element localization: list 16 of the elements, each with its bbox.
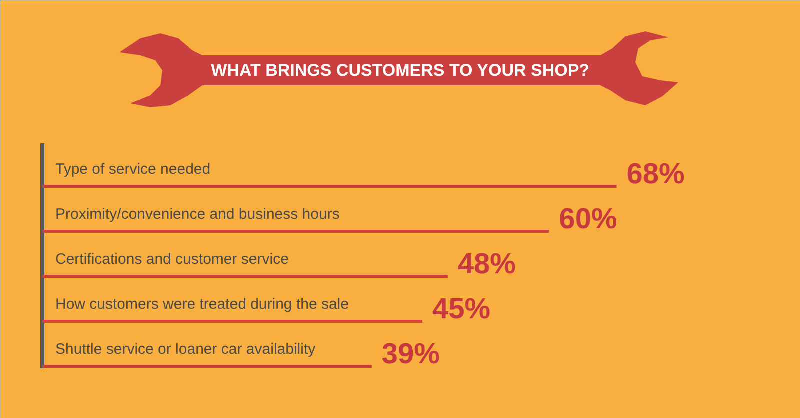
- y-tick-label: Certifications and customer service: [56, 251, 289, 268]
- y-tick-label: Proximity/convenience and business hours: [56, 206, 340, 223]
- data-label: 45%: [432, 294, 491, 326]
- bar: [42, 320, 423, 323]
- data-label: 60%: [559, 204, 618, 236]
- data-label: 48%: [458, 248, 516, 280]
- bar: [42, 275, 448, 278]
- data-label: 68%: [626, 158, 685, 190]
- y-tick-label: Type of service needed: [56, 161, 211, 178]
- bar: [42, 185, 617, 188]
- bar: [42, 365, 372, 368]
- chart-title: WHAT BRINGS CUSTOMERS TO YOUR SHOP?: [211, 61, 590, 80]
- y-tick-label: Shuttle service or loaner car availability: [56, 341, 316, 358]
- y-tick-label: How customers were treated during the sale: [56, 296, 349, 313]
- data-label: 39%: [382, 338, 440, 370]
- bar: [42, 230, 550, 233]
